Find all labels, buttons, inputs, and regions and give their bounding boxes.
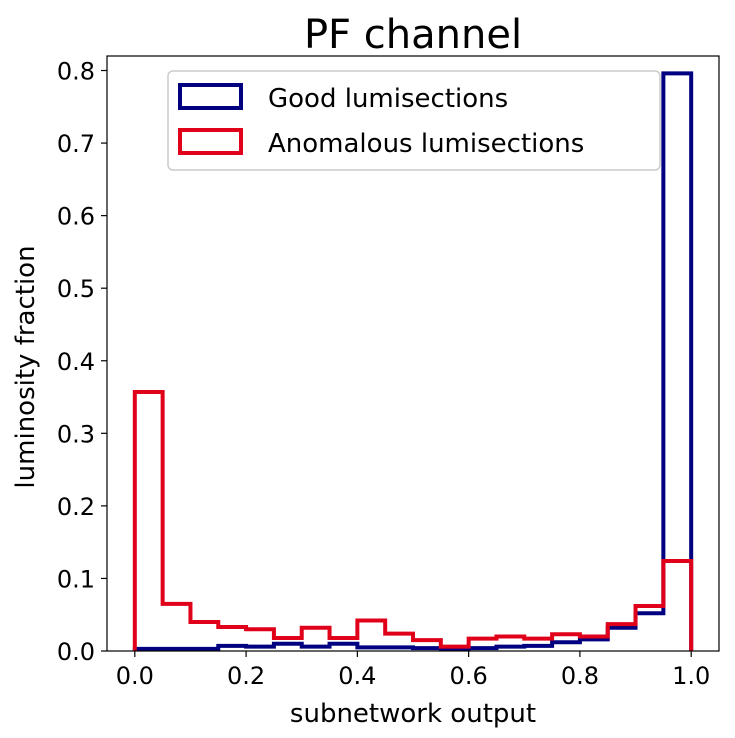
legend-swatch-anomalous	[178, 128, 243, 155]
y-tick-label: 0.5	[57, 275, 95, 303]
legend-label-anomalous: Anomalous lumisections	[268, 129, 584, 159]
y-tick-label: 0.3	[57, 420, 95, 448]
y-tick-label: 0.1	[57, 565, 95, 593]
legend: Good lumisections Anomalous lumisections	[167, 70, 661, 171]
plot-area: 0.0 0.2 0.4 0.6 0.8 1.0 0.0 0.1 0.2 0.3 0.4 0.5 0.6 0…	[57, 55, 720, 690]
y-tick-label: 0.4	[57, 348, 95, 376]
y-tick-label: 0.8	[57, 58, 95, 86]
x-tick-label: 0.6	[450, 662, 488, 690]
x-tick-label: 0.0	[116, 662, 154, 690]
legend-swatch-good	[178, 83, 243, 110]
x-axis-label: subnetwork output	[290, 699, 536, 729]
y-tick-label: 0.2	[57, 493, 95, 521]
legend-frame	[167, 70, 661, 171]
x-tick-label: 0.2	[227, 662, 265, 690]
axes-frame	[106, 55, 720, 652]
y-tick-label: 0.7	[57, 130, 95, 158]
legend-label-good: Good lumisections	[268, 84, 508, 114]
histogram-series-anomalous	[132, 389, 694, 651]
x-tick-label: 0.4	[338, 662, 376, 690]
y-tick-label: 0.6	[57, 203, 95, 231]
x-tick-label: 0.8	[561, 662, 599, 690]
chart-title: PF channel	[304, 12, 522, 58]
y-tick-label: 0.0	[57, 638, 95, 666]
x-tick-label: 1.0	[672, 662, 710, 690]
y-axis-label: luminosity fraction	[11, 245, 41, 488]
